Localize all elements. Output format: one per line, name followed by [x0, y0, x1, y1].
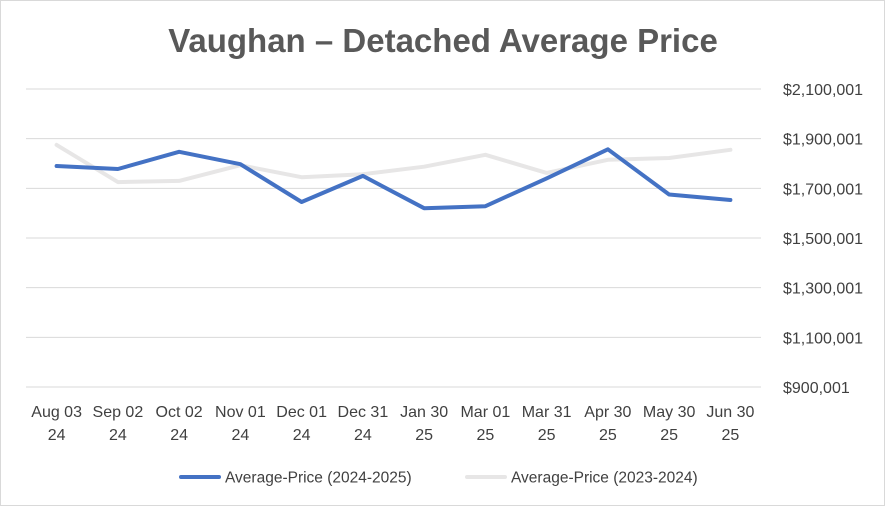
x-tick-label: Nov 01	[215, 404, 266, 421]
x-tick-label-year: 24	[48, 427, 66, 444]
legend: Average-Price (2024-2025) Average-Price (…	[179, 470, 698, 487]
x-tick-label-year: 25	[660, 427, 678, 444]
series-line-0	[54, 147, 733, 211]
x-axis-tick-labels: Aug 03 24 Sep 02 24 Oct 02 24 Nov 01 24 Dec 01 24…	[31, 404, 754, 444]
series-lines	[54, 142, 733, 211]
x-tick-label: Oct 02	[156, 404, 203, 421]
x-tick-label-year: 25	[721, 427, 739, 444]
x-tick-label-year: 24	[231, 427, 249, 444]
y-tick-label: $1,700,001	[783, 181, 863, 198]
x-tick-label: Sep 02	[93, 404, 144, 421]
x-tick-label: Jun 30	[706, 404, 754, 421]
x-tick-label-year: 25	[415, 427, 433, 444]
y-tick-label: $1,100,001	[783, 330, 863, 347]
x-tick-label-year: 25	[599, 427, 617, 444]
gridlines	[26, 88, 761, 388]
x-tick-label: Dec 31	[338, 404, 389, 421]
x-tick-label-year: 24	[109, 427, 127, 444]
x-tick-label-year: 25	[476, 427, 494, 444]
x-tick-label: Dec 01	[276, 404, 327, 421]
x-tick-label: Mar 31	[522, 404, 572, 421]
series-line-1	[54, 142, 733, 185]
x-tick-label: Aug 03	[31, 404, 82, 421]
x-tick-label-year: 24	[354, 427, 372, 444]
x-tick-label: Apr 30	[584, 404, 631, 421]
chart-title: Vaughan – Detached Average Price	[168, 22, 718, 59]
y-tick-label: $900,001	[783, 380, 850, 397]
y-tick-label: $1,500,001	[783, 231, 863, 248]
x-tick-label: Mar 01	[460, 404, 510, 421]
legend-label: Average-Price (2024-2025)	[225, 470, 412, 487]
x-tick-label: May 30	[643, 404, 696, 421]
x-tick-label-year: 24	[170, 427, 188, 444]
x-tick-label-year: 25	[538, 427, 556, 444]
y-tick-label: $2,100,001	[783, 82, 863, 99]
x-tick-label: Jan 30	[400, 404, 448, 421]
y-tick-label: $1,900,001	[783, 132, 863, 149]
x-tick-label-year: 24	[293, 427, 311, 444]
legend-label: Average-Price (2023-2024)	[511, 470, 698, 487]
y-axis-tick-labels: $900,001 $1,100,001 $1,300,001 $1,500,001 $1…	[783, 82, 863, 397]
y-tick-label: $1,300,001	[783, 281, 863, 298]
